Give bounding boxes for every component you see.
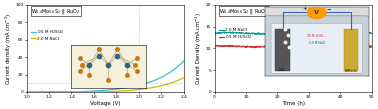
Legend: 0.5 M H$_{2}$SO$_{4}$, 2.0 M NaCl: 0.5 M H$_{2}$SO$_{4}$, 2.0 M NaCl bbox=[30, 28, 65, 41]
Text: W$_{0.4}$Mo$_{0.6}$S$_{2}$ || RuO$_{2}$: W$_{0.4}$Mo$_{0.6}$S$_{2}$ || RuO$_{2}$ bbox=[31, 7, 81, 16]
Legend: 2.0 M NaCl, 0.5 M H$_{2}$SO$_{4}$: 2.0 M NaCl, 0.5 M H$_{2}$SO$_{4}$ bbox=[218, 28, 253, 41]
X-axis label: Time (h): Time (h) bbox=[282, 100, 305, 106]
Y-axis label: Current Density (mA cm$^{-2}$): Current Density (mA cm$^{-2}$) bbox=[194, 12, 204, 85]
Y-axis label: Current density (mA cm$^{-2}$): Current density (mA cm$^{-2}$) bbox=[3, 12, 14, 85]
Text: W$_{0.4}$Mo$_{0.6}$S$_{2}$ || RuO$_{2}$: W$_{0.4}$Mo$_{0.6}$S$_{2}$ || RuO$_{2}$ bbox=[219, 7, 269, 16]
X-axis label: Voltage (V): Voltage (V) bbox=[90, 100, 121, 106]
